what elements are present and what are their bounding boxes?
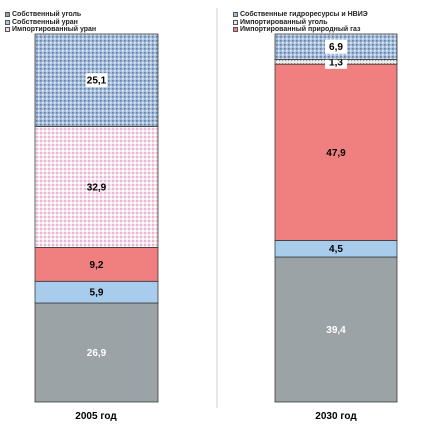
- legend-label: Собственный уголь: [12, 11, 82, 18]
- data-label-box: [325, 39, 347, 54]
- legend-swatch: [5, 19, 10, 25]
- x-category-label-2005: 2005 год: [75, 411, 117, 422]
- bar-segment-1-2: [274, 63, 398, 241]
- legend-item-own-coal: Собственный уголь: [5, 11, 96, 19]
- bar-segment-0-3: [34, 125, 159, 248]
- bar-segment-0-2: [34, 247, 159, 282]
- data-label-0-3: 32,9: [87, 182, 107, 193]
- legend-2005: Собственный уголь Собственный уран Импор…: [5, 11, 96, 34]
- x-category-label-2030: 2030 год: [315, 411, 357, 422]
- legend-item-imported-uranium: Импортированный уран: [5, 26, 96, 34]
- data-label-1-0: 39,4: [326, 325, 346, 336]
- legend-swatch: [233, 27, 238, 33]
- legend-label: Импортированный природный газ: [240, 26, 361, 34]
- legend-2030: Собственные гидроресурсы и НВИЭ Импортир…: [233, 11, 368, 34]
- legend-item-own-hydro: Собственные гидроресурсы и НВИЭ: [233, 11, 368, 19]
- legend-item-imported-coal: Импортированный уголь: [233, 19, 368, 27]
- legend-swatch: [233, 12, 238, 18]
- data-label-1-1: 4,5: [329, 244, 343, 255]
- data-label-1-4: 6,9: [329, 42, 343, 53]
- legend-swatch: [5, 12, 10, 18]
- bars-layer: 26,9 5,9 9,2 32,9 25,1 39,4 4,5 47,9 1,3 6,9: [34, 33, 398, 403]
- legend-item-own-uranium: Собственный уран: [5, 19, 96, 27]
- legend-swatch: [233, 19, 238, 25]
- legend-label: Собственные гидроресурсы и НВИЭ: [240, 11, 368, 18]
- bar-segment-0-0: [34, 302, 159, 403]
- legend-swatch: [5, 27, 10, 33]
- data-label-0-0: 26,9: [87, 348, 107, 359]
- data-label-1-3: 1,3: [329, 57, 343, 68]
- data-label-0-4: 25,1: [87, 76, 107, 87]
- data-label-box: [85, 73, 108, 88]
- legend-label: Импортированный уран: [12, 26, 97, 34]
- legend-label: Собственный уран: [12, 18, 78, 26]
- legend-label: Импортированный уголь: [240, 18, 328, 26]
- legend-item-imported-gas: Импортированный природный газ: [233, 26, 368, 34]
- data-label-1-2: 47,9: [326, 148, 346, 159]
- data-label-0-2: 9,2: [90, 260, 104, 271]
- data-label-0-1: 5,9: [90, 288, 104, 299]
